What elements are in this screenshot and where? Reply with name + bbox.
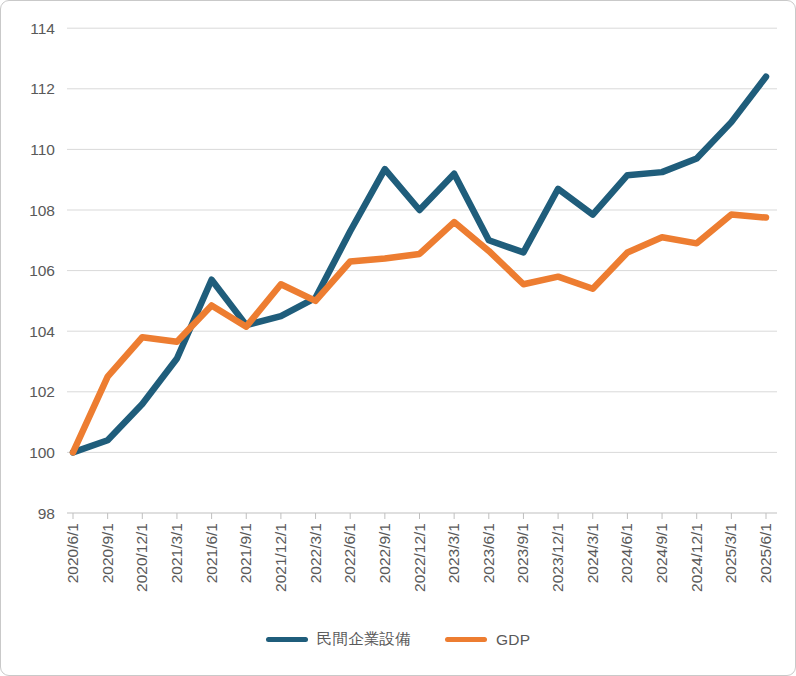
legend-item-gdp[interactable]: GDP: [445, 631, 530, 649]
x-axis-tick-label: 2025/6/1: [757, 523, 774, 583]
y-axis-tick-label: 102: [29, 383, 55, 400]
x-axis-tick-label: 2020/9/1: [99, 523, 116, 583]
x-axis-tick-label: 2021/12/1: [272, 523, 289, 592]
line-chart-canvas[interactable]: 98 100 102 104 106 108 110 112 114 2020/6/1 2020/9…: [1, 1, 796, 627]
y-axis-tick-label: 110: [30, 141, 55, 158]
y-axis-tick-label: 104: [29, 323, 55, 340]
y-axis-tick-label: 108: [29, 202, 55, 219]
y-axis-tick-label: 100: [29, 444, 55, 461]
x-axis-tick-label: 2021/6/1: [203, 523, 220, 583]
series-line-gdp[interactable]: [73, 215, 766, 453]
x-axis-tick-label: 2023/9/1: [514, 523, 531, 583]
legend-line-swatch-private-capex: [266, 637, 308, 642]
x-axis-tick-label: 2022/12/1: [411, 523, 428, 592]
y-axis-tick-label: 114: [30, 20, 55, 37]
legend-label-private-capex: 民間企業設備: [317, 629, 411, 650]
legend-label-gdp: GDP: [496, 631, 530, 649]
x-axis-tick-label: 2022/6/1: [341, 523, 358, 583]
x-axis-tick-label: 2025/3/1: [722, 523, 739, 583]
x-axis-tick-label: 2022/9/1: [376, 523, 393, 583]
x-axis-tick-label: 2023/12/1: [549, 523, 566, 592]
x-axis-tick-label: 2024/9/1: [653, 523, 670, 583]
x-axis-tick-label: 2023/6/1: [480, 523, 497, 583]
x-axis-tick-label: 2024/12/1: [688, 523, 705, 592]
y-axis-tick-label: 112: [30, 80, 55, 97]
x-axis-tick-label: 2020/12/1: [133, 523, 150, 592]
x-axis-tick-label: 2024/6/1: [618, 523, 635, 583]
x-axis-tick-label: 2021/3/1: [168, 523, 185, 583]
x-axis-tick-label: 2021/9/1: [237, 523, 254, 583]
chart-frame: 98 100 102 104 106 108 110 112 114 2020/6/1 2020/9…: [0, 0, 796, 676]
y-axis-tick-label: 98: [38, 505, 55, 522]
x-axis-tick-label: 2022/3/1: [307, 523, 324, 583]
x-axis-tick-label: 2020/6/1: [64, 523, 81, 583]
chart-legend: 民間企業設備 GDP: [1, 629, 795, 650]
x-axis-tick-label: 2023/3/1: [445, 523, 462, 583]
y-axis-tick-label: 106: [29, 262, 55, 279]
series-line-private-capex[interactable]: [73, 77, 766, 453]
legend-line-swatch-gdp: [445, 637, 487, 642]
x-axis-tick-label: 2024/3/1: [584, 523, 601, 583]
legend-item-private-capex[interactable]: 民間企業設備: [266, 629, 411, 650]
